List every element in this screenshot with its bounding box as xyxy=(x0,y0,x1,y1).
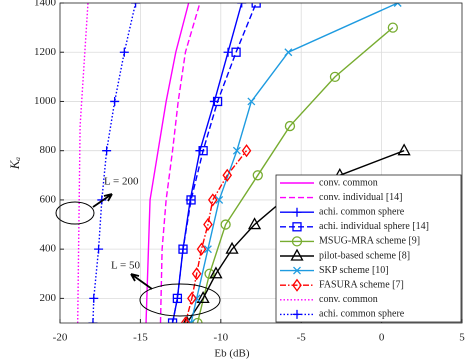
y-tick-label: 1000 xyxy=(34,95,57,107)
marker xyxy=(252,170,263,181)
marker xyxy=(187,319,196,323)
marker xyxy=(196,242,207,256)
legend-label: conv. individual [14] xyxy=(319,192,403,203)
marker xyxy=(293,266,301,275)
x-tick-label: -20 xyxy=(53,332,68,344)
marker xyxy=(237,3,247,8)
marker xyxy=(393,3,402,7)
marker xyxy=(102,146,112,156)
legend-label: conv. common xyxy=(319,294,378,305)
annotation-ellipse xyxy=(139,283,221,317)
marker xyxy=(209,266,223,279)
marker xyxy=(220,219,231,230)
series-line xyxy=(196,27,394,323)
annotation: L = 50 xyxy=(111,260,141,272)
series-line xyxy=(76,3,89,323)
y-tick-label: 800 xyxy=(40,144,57,156)
x-axis-label: Eb (dB) xyxy=(214,348,249,360)
marker xyxy=(290,248,304,261)
marker xyxy=(131,3,141,8)
legend-box xyxy=(275,174,462,323)
marker xyxy=(88,318,98,323)
marker xyxy=(203,217,213,232)
marker xyxy=(192,317,203,323)
marker xyxy=(207,193,218,207)
marker xyxy=(387,22,399,33)
legend-label: achi. individual sphere [14] xyxy=(319,221,429,232)
marker xyxy=(232,146,241,155)
annotation-arrow xyxy=(92,193,113,208)
x-tick-label: -5 xyxy=(297,332,307,344)
marker xyxy=(231,47,241,57)
marker xyxy=(247,217,262,230)
plot-frame xyxy=(59,2,463,324)
marker xyxy=(191,267,202,281)
series-line xyxy=(171,3,257,323)
y-tick-label: 200 xyxy=(40,292,57,304)
marker xyxy=(89,293,99,303)
marker xyxy=(292,207,302,217)
marker xyxy=(180,316,191,323)
marker xyxy=(196,291,210,304)
legend-label: achi. common sphere xyxy=(319,206,405,217)
marker xyxy=(284,48,293,57)
series-line xyxy=(159,3,201,323)
marker xyxy=(241,144,252,158)
annotation-ellipse xyxy=(55,201,95,225)
marker xyxy=(212,96,223,107)
y-axis-label: Kₐ xyxy=(7,157,22,171)
marker xyxy=(222,168,233,182)
legend-label: SKP scheme [10] xyxy=(319,265,389,276)
marker xyxy=(292,309,302,319)
marker xyxy=(178,244,188,254)
marker xyxy=(292,222,302,232)
marker xyxy=(329,71,341,82)
x-tick-label: 0 xyxy=(379,332,385,344)
x-tick-label: -10 xyxy=(213,332,228,344)
marker xyxy=(94,244,104,254)
marker xyxy=(198,146,208,156)
marker xyxy=(247,97,256,106)
marker xyxy=(203,245,212,254)
x-tick-label: 5 xyxy=(459,332,465,344)
y-tick-label: 600 xyxy=(40,193,57,205)
y-tick-label: 1400 xyxy=(34,0,57,9)
legend-label: FASURA scheme [7] xyxy=(319,279,404,290)
marker xyxy=(167,318,178,323)
legend-label: achi. common sphere xyxy=(319,309,405,320)
annotation-arrow xyxy=(130,273,153,290)
marker xyxy=(284,120,296,132)
series-line xyxy=(92,3,137,323)
annotation: L = 200 xyxy=(104,176,139,188)
legend-label: pilot-based scheme [8] xyxy=(319,250,410,261)
x-tick-label: -15 xyxy=(133,332,148,344)
marker xyxy=(397,143,411,156)
series-line xyxy=(171,3,243,323)
y-tick-label: 400 xyxy=(40,243,57,255)
series-line xyxy=(184,150,248,323)
marker xyxy=(292,278,302,292)
marker xyxy=(119,47,129,57)
marker xyxy=(215,195,224,204)
marker xyxy=(223,47,233,57)
marker xyxy=(187,291,197,305)
y-tick-label: 1200 xyxy=(34,46,57,58)
marker xyxy=(291,236,303,247)
marker xyxy=(110,96,120,106)
marker xyxy=(251,3,261,8)
series-line xyxy=(145,3,190,323)
legend-label: conv. common xyxy=(319,177,378,188)
marker xyxy=(225,241,239,254)
marker xyxy=(172,293,183,304)
legend-label: MSUG-MRA scheme [9] xyxy=(319,236,420,247)
marker xyxy=(186,195,196,205)
